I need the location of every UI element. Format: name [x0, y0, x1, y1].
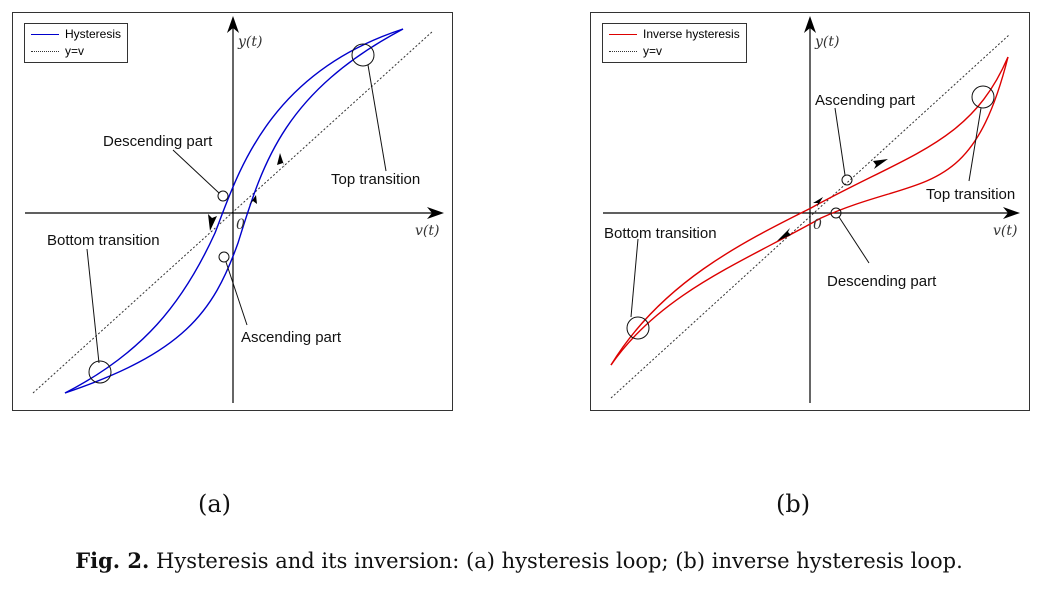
ascending-arrow-a-2: [249, 195, 257, 205]
y-axis-arrow-a: [227, 16, 239, 33]
caption-prefix: Fig. 2.: [75, 548, 150, 573]
annotation-descending-a: Descending part: [103, 133, 213, 150]
inverse-hysteresis-plot: Ascending part Descending part Top trans…: [603, 16, 1020, 403]
annotation-ascending-a: Ascending part: [241, 329, 342, 346]
legend-swatch-identity-b: [609, 51, 637, 52]
legend-a: Hysteresis y=v: [24, 23, 129, 63]
legend-entry-hysteresis: Hysteresis: [31, 26, 121, 43]
annotation-ascending-b: Ascending part: [815, 92, 916, 109]
chart-panel-a: Descending part Ascending part Top trans…: [12, 12, 453, 411]
hysteresis-plot: Descending part Ascending part Top trans…: [25, 16, 444, 403]
leader-bottom-b: [630, 238, 639, 318]
legend-entry-identity-a: y=v: [31, 43, 121, 60]
legend-label-identity-a: y=v: [65, 44, 85, 58]
legend-b: Inverse hysteresis y=v: [602, 23, 747, 63]
hysteresis-lower-branch: [64, 28, 404, 394]
annotation-descending-b: Descending part: [827, 273, 937, 290]
descending-marker-a: [217, 190, 229, 202]
origin-label-b: 0: [813, 217, 822, 233]
leader-ascending-a: [225, 261, 248, 326]
legend-entry-inverse: Inverse hysteresis: [609, 26, 740, 43]
inverse-lower-branch: [610, 56, 1009, 366]
ascending-marker-a: [218, 251, 230, 263]
bottom-transition-marker-a: [88, 360, 112, 384]
ascending-marker-b: [841, 174, 853, 186]
annotation-top-a: Top transition: [331, 171, 420, 188]
top-transition-marker-a: [351, 43, 375, 67]
x-axis-label-a: v(t): [415, 223, 439, 239]
leader-top-b: [968, 107, 982, 182]
caption-text: Hysteresis and its inversion: (a) hyster…: [156, 549, 963, 573]
annotation-bottom-b: Bottom transition: [604, 225, 717, 242]
chart-panel-b: Ascending part Descending part Top trans…: [590, 12, 1030, 411]
y-axis-label-a: y(t): [237, 34, 262, 50]
hysteresis-upper-branch: [64, 28, 404, 394]
ascending-arrow-a-1: [277, 153, 285, 168]
subfigure-label-a: (a): [198, 490, 232, 518]
leader-ascending-b: [834, 107, 846, 176]
y-axis-label-b: y(t): [814, 34, 839, 50]
leader-top-a: [367, 64, 387, 172]
y-axis-arrow-b: [804, 16, 816, 33]
legend-entry-identity-b: y=v: [609, 43, 740, 60]
x-axis-arrow-a: [427, 207, 444, 219]
legend-label-identity-b: y=v: [643, 44, 663, 58]
figure-caption: Fig. 2. Hysteresis and its inversion: (a…: [0, 548, 1038, 573]
descending-marker-b: [830, 207, 842, 219]
descending-arrow-b: [777, 228, 791, 241]
descending-arrow-a: [208, 214, 217, 231]
subfigure-label-b: (b): [776, 490, 811, 518]
inverse-upper-branch: [610, 56, 1009, 366]
ascending-arrow-b: [873, 159, 888, 169]
legend-swatch-identity-a: [31, 51, 59, 52]
origin-label-a: 0: [236, 217, 245, 233]
annotation-bottom-a: Bottom transition: [47, 232, 160, 249]
annotation-top-b: Top transition: [926, 186, 1015, 203]
legend-swatch-inverse: [609, 34, 637, 35]
x-axis-arrow-b: [1003, 207, 1020, 219]
legend-label-hysteresis: Hysteresis: [65, 27, 122, 41]
origin-arrow-b: [813, 197, 823, 207]
x-axis-label-b: v(t): [993, 223, 1017, 239]
legend-swatch-hysteresis: [31, 34, 59, 35]
top-transition-marker-b: [971, 85, 995, 109]
leader-descending-a: [172, 149, 220, 194]
leader-bottom-a: [86, 248, 100, 364]
bottom-transition-marker-b: [626, 316, 650, 340]
legend-label-inverse: Inverse hysteresis: [643, 27, 740, 41]
leader-descending-b: [838, 216, 870, 264]
